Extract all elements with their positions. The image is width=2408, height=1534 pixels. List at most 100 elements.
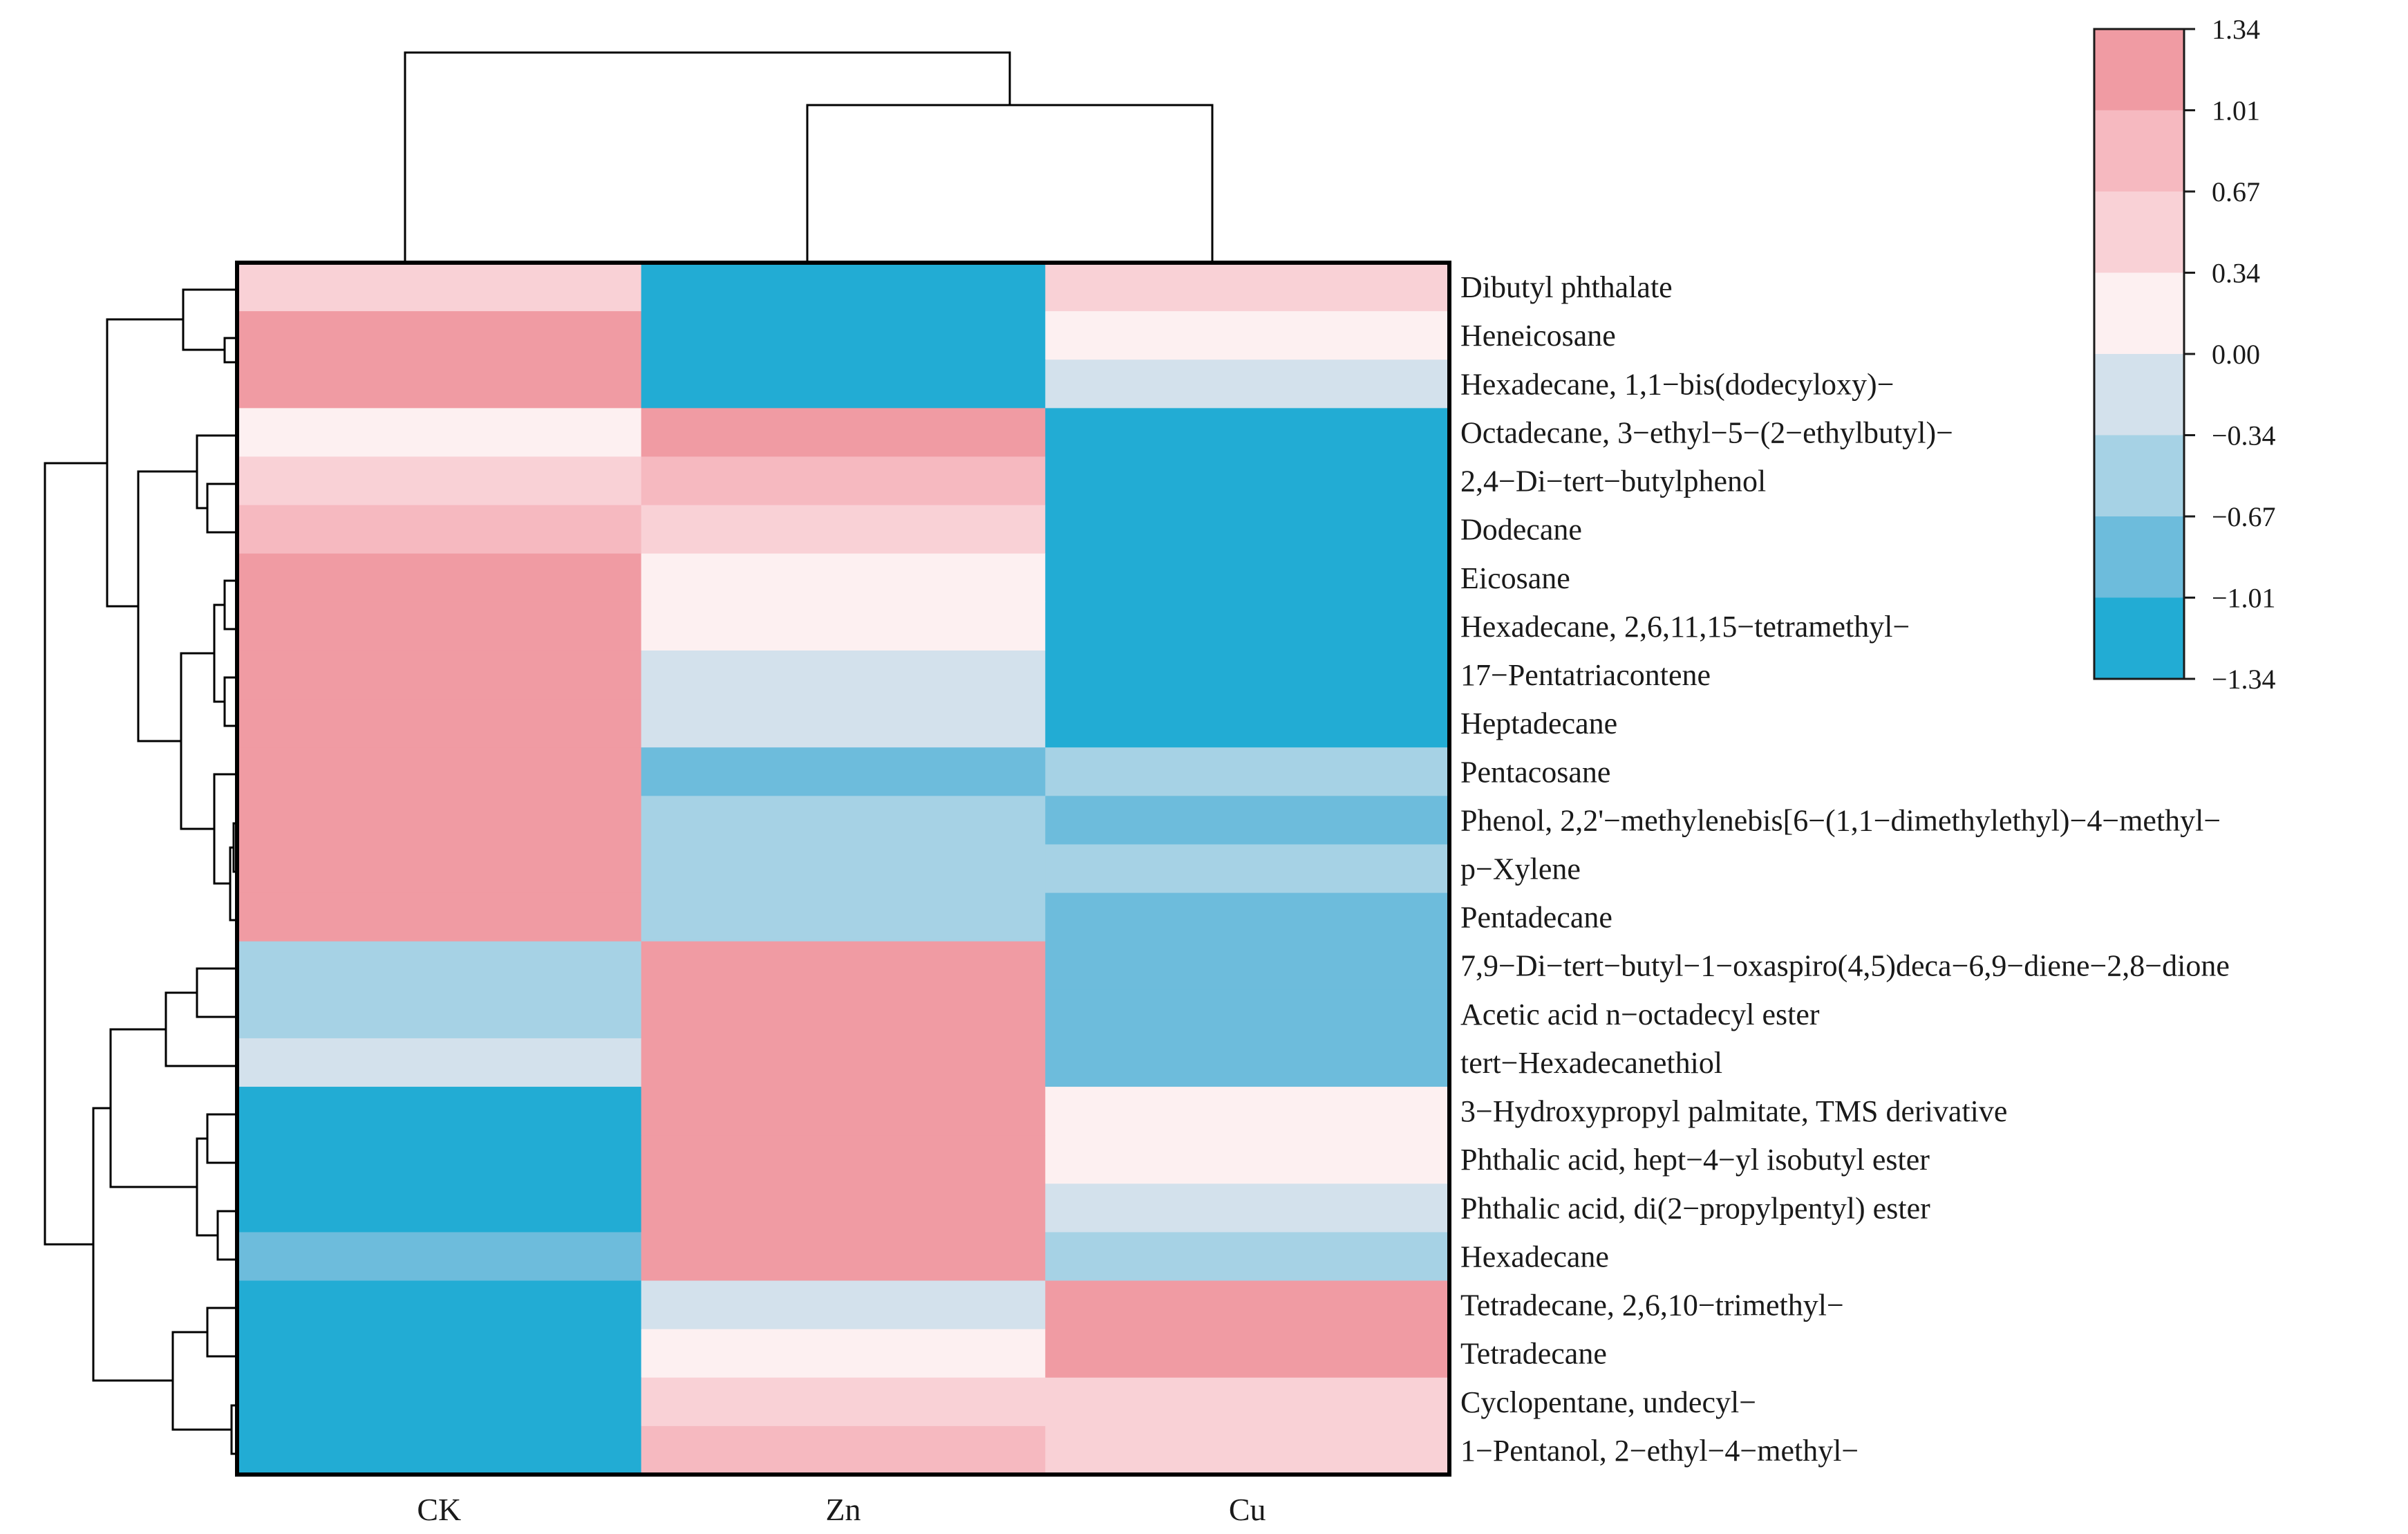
column-label-cu: Cu (1229, 1492, 1266, 1527)
heatmap-cell-zn-row-15 (641, 941, 1046, 991)
heatmap-cell-zn-row-14 (641, 892, 1046, 942)
legend-bins (2094, 29, 2184, 680)
heatmap-cell-zn-row-6 (641, 505, 1046, 554)
column-labels: CK Zn Cu (417, 1492, 1266, 1527)
heatmap-cell-zn-row-18 (641, 1087, 1046, 1136)
heatmap-cell-zn-row-22 (641, 1280, 1046, 1330)
heatmap-cell-zn-row-8 (641, 601, 1046, 651)
row-dendro-link (171, 1331, 232, 1431)
legend-tick-label: 0.67 (2212, 176, 2260, 207)
heatmap-cell-ck-row-1 (237, 263, 642, 312)
row-label: Hexadecane, 2,6,11,15−tetramethyl− (1460, 610, 1910, 644)
row-label: 2,4−Di−tert−butylphenol (1460, 465, 1766, 498)
row-dendro-link (196, 434, 237, 509)
heatmap-cell-ck-row-9 (237, 650, 642, 700)
legend-tick-label: 0.34 (2212, 258, 2260, 289)
heatmap-cell-zn-row-1 (641, 263, 1046, 312)
heatmap-cell-zn-row-4 (641, 408, 1046, 458)
heatmap-cell-ck-row-23 (237, 1329, 642, 1378)
heatmap-cell-zn-row-7 (641, 553, 1046, 603)
heatmap-cell-cu-row-8 (1045, 601, 1450, 651)
legend-tick-label: 1.01 (2212, 95, 2260, 127)
row-label: p−Xylene (1460, 852, 1581, 886)
row-label: 7,9−Di−tert−butyl−1−oxaspiro(4,5)deca−6,… (1460, 949, 2230, 983)
heatmap-cell-ck-row-15 (237, 941, 642, 991)
row-dendro-link (137, 470, 197, 742)
heatmap-cell-cu-row-18 (1045, 1087, 1450, 1136)
row-label: Pentadecane (1460, 901, 1612, 935)
legend-tick-label: 0.00 (2212, 339, 2260, 370)
heatmap-cell-cu-row-9 (1045, 650, 1450, 700)
heatmap-cell-cu-row-13 (1045, 844, 1450, 894)
row-label: Acetic acid n−octadecyl ester (1460, 998, 1820, 1031)
heatmap-cell-cu-row-12 (1045, 796, 1450, 845)
heatmap-cell-zn-row-16 (641, 989, 1046, 1039)
row-label: Heneicosane (1460, 319, 1616, 353)
legend-bin (2094, 29, 2184, 111)
heatmap-cell-zn-row-12 (641, 796, 1046, 845)
heatmap-cell-ck-row-4 (237, 408, 642, 458)
legend-tick-label: −0.67 (2212, 501, 2276, 532)
heatmap-frame (235, 261, 1451, 1477)
heatmap-cell-cu-row-1 (1045, 263, 1450, 312)
heatmap-cell-zn-row-9 (641, 650, 1046, 700)
heatmap-cell-ck-row-5 (237, 456, 642, 506)
heatmap-cell-ck-row-16 (237, 989, 642, 1039)
heatmap-cell-cu-row-14 (1045, 892, 1450, 942)
legend-tick-label: −1.34 (2212, 664, 2276, 695)
heatmap-cells (237, 263, 1450, 1475)
heatmap-cell-cu-row-24 (1045, 1377, 1450, 1427)
heatmap-cell-ck-row-12 (237, 796, 642, 845)
row-label: Octadecane, 3−ethyl−5−(2−ethylbutyl)− (1460, 415, 1953, 449)
legend-bin (2094, 272, 2184, 355)
row-label: Dodecane (1460, 513, 1582, 547)
column-label-ck: CK (417, 1492, 461, 1527)
heatmap-cell-ck-row-7 (237, 553, 642, 603)
heatmap-cell-ck-row-14 (237, 892, 642, 942)
heatmap-cell-cu-row-20 (1045, 1184, 1450, 1233)
heatmap-cell-ck-row-18 (237, 1087, 642, 1136)
row-dendro-link (206, 1307, 237, 1358)
heatmap-cell-ck-row-21 (237, 1232, 642, 1282)
heatmap-cell-cu-row-23 (1045, 1329, 1450, 1378)
row-label: Pentacosane (1460, 755, 1610, 789)
heatmap-cell-cu-row-7 (1045, 553, 1450, 603)
legend-tick-label: −0.34 (2212, 420, 2276, 451)
row-dendro-link (106, 318, 183, 608)
row-dendro-link (196, 967, 237, 1018)
legend-ticks: 1.34 1.01 0.67 0.34 0.00 −0.34 −0.67 −1.01 −1.34 (2184, 14, 2276, 695)
row-label: Hexadecane (1460, 1240, 1609, 1273)
heatmap-cell-zn-row-17 (641, 1038, 1046, 1087)
row-label: Hexadecane, 1,1−bis(dodecyloxy)− (1460, 367, 1894, 401)
color-scale-legend: 1.34 1.01 0.67 0.34 0.00 −0.34 −0.67 −1.01 −1.34 (2093, 14, 2276, 695)
heatmap-cell-ck-row-8 (237, 601, 642, 651)
heatmap-cell-ck-row-25 (237, 1425, 642, 1475)
row-label: 3−Hydroxypropyl palmitate, TMS derivativ… (1460, 1094, 2007, 1128)
row-label: Tetradecane (1460, 1337, 1607, 1371)
heatmap-cell-ck-row-13 (237, 844, 642, 894)
heatmap-cell-zn-row-25 (641, 1425, 1046, 1475)
row-dendro-root (44, 462, 107, 1246)
heatmap-cell-zn-row-20 (641, 1184, 1046, 1233)
row-label: 17−Pentatriacontene (1460, 658, 1711, 692)
row-dendro-link (182, 288, 237, 351)
row-label: tert−Hexadecanethiol (1460, 1046, 1722, 1080)
row-dendrogram (44, 288, 237, 1455)
heatmap-cell-cu-row-10 (1045, 699, 1450, 748)
heatmap-cell-zn-row-5 (641, 456, 1046, 506)
row-dendro-link (213, 604, 225, 703)
legend-bin (2094, 191, 2184, 274)
row-label: Cyclopentane, undecyl− (1460, 1385, 1756, 1419)
heatmap-cell-cu-row-21 (1045, 1232, 1450, 1282)
heatmap-cell-cu-row-16 (1045, 989, 1450, 1039)
heatmap-cell-cu-row-15 (1045, 941, 1450, 991)
heatmap-cell-zn-row-3 (641, 359, 1046, 409)
heatmap-cell-cu-row-25 (1045, 1425, 1450, 1475)
row-labels: Dibutyl phthalate Heneicosane Hexadecane, … (1460, 270, 2230, 1468)
row-dendro-link (206, 1113, 237, 1164)
heatmap-cell-zn-row-11 (641, 747, 1046, 796)
heatmap-cell-cu-row-22 (1045, 1280, 1450, 1330)
heatmap-cell-zn-row-13 (641, 844, 1046, 894)
heatmap-cell-ck-row-10 (237, 699, 642, 748)
